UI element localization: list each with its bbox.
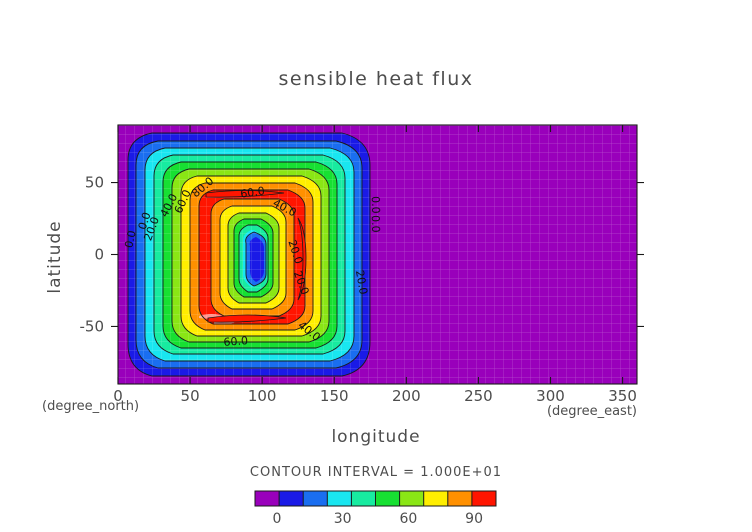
y-axis-title: latitude — [45, 220, 65, 293]
x-tick-label: 250 — [464, 387, 493, 405]
x-tick-label: 100 — [248, 387, 277, 405]
colorbar-tick-label: 30 — [334, 511, 352, 527]
axis-ticks — [111, 125, 644, 384]
contour-label: 60.0 — [223, 334, 248, 349]
colorbar-swatch — [423, 491, 449, 506]
colorbar: CONTOUR INTERVAL = 1.000E+01 0 30 60 90 — [250, 465, 502, 527]
contour-plot-area — [117, 124, 638, 385]
contour-label: 0.0 — [369, 215, 383, 233]
x-axis-units: (degree_east) — [547, 404, 637, 419]
x-tick-label: 0 — [113, 387, 123, 405]
colorbar-swatch — [255, 491, 280, 506]
y-tick-label: -50 — [80, 317, 105, 335]
y-tick-labels: 50 0 -50 — [80, 174, 105, 336]
colorbar-tick-labels: 0 30 60 90 — [272, 511, 483, 527]
peak-arc-south — [207, 314, 287, 323]
colorbar-swatch — [471, 491, 497, 506]
colorbar-swatch — [303, 491, 328, 506]
colorbar-swatches — [255, 491, 497, 506]
contour-label: 60.0 — [239, 184, 265, 200]
colorbar-swatch — [327, 491, 352, 506]
x-tick-label: 300 — [536, 387, 565, 405]
x-tick-label: 150 — [320, 387, 349, 405]
contour-fill-group — [118, 125, 637, 384]
y-axis-units: (degree_north) — [42, 399, 139, 414]
x-tick-label: 350 — [608, 387, 637, 405]
colorbar-frame — [254, 490, 497, 507]
x-tick-label: 50 — [181, 387, 200, 405]
y-tick-label: 0 — [94, 246, 104, 264]
contour-label: 0.0 — [136, 211, 154, 232]
contour-label: 20.0 — [353, 269, 370, 295]
contour-label: 0.0 — [122, 229, 138, 249]
y-tick-label: 50 — [85, 174, 104, 192]
colorbar-swatch — [351, 491, 376, 506]
colorbar-swatch — [279, 491, 304, 506]
colorbar-swatch — [447, 491, 473, 506]
peak-arc-east — [297, 217, 307, 301]
x-axis-title: longitude — [331, 427, 420, 447]
plot-grid — [118, 125, 637, 384]
plot-title: sensible heat flux — [278, 68, 474, 90]
x-tick-labels: 0 50 100 150 200 250 300 350 — [113, 387, 637, 405]
contour-lines — [127, 132, 371, 377]
colorbar-tick-label: 0 — [272, 511, 281, 527]
contour-label: 0.0 — [369, 196, 383, 214]
colorbar-tick-label: 90 — [465, 511, 483, 527]
colorbar-tick-label: 60 — [399, 511, 417, 527]
colorbar-swatch — [399, 491, 425, 506]
colorbar-caption: CONTOUR INTERVAL = 1.000E+01 — [250, 465, 502, 480]
peak-arc-north — [205, 190, 285, 198]
colorbar-swatch — [375, 491, 401, 506]
x-tick-label: 200 — [392, 387, 421, 405]
